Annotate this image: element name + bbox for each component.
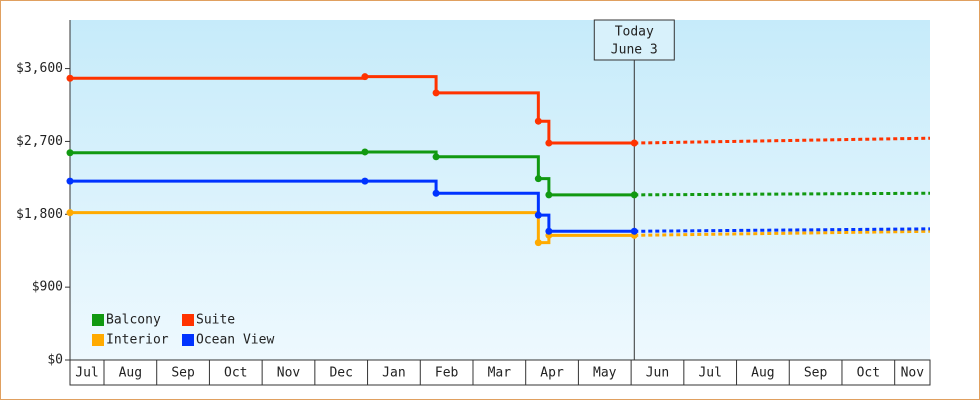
x-tick-label: May: [593, 366, 617, 381]
data-point: [361, 73, 369, 81]
forecast-line: [634, 227, 931, 233]
data-point: [66, 177, 74, 185]
y-tick-label: $2,700: [16, 134, 63, 149]
data-point: [545, 191, 553, 199]
x-tick-label: Apr: [540, 366, 564, 381]
series-line: [70, 211, 635, 245]
x-tick-label: Nov: [277, 366, 301, 381]
data-point: [432, 189, 440, 197]
data-point: [361, 148, 369, 156]
forecast-line: [634, 136, 931, 145]
legend-label: Interior: [106, 333, 169, 348]
series-line: [70, 179, 635, 233]
x-tick-label: Sep: [171, 366, 195, 381]
plot-area: [70, 20, 930, 360]
data-point: [534, 175, 542, 183]
x-tick-label: Jan: [382, 366, 405, 381]
y-tick-label: $3,600: [16, 61, 63, 76]
x-tick-label: Nov: [901, 366, 925, 381]
forecast-line: [634, 191, 931, 197]
x-tick-label: Mar: [488, 366, 512, 381]
legend-swatch: [92, 334, 104, 346]
data-point: [66, 209, 74, 217]
x-tick-label: Sep: [804, 366, 828, 381]
legend-swatch: [92, 314, 104, 326]
data-point: [66, 149, 74, 157]
x-tick-label: Jul: [698, 366, 721, 381]
x-tick-label: Aug: [119, 366, 142, 381]
forecast-line: [634, 229, 931, 237]
data-point: [361, 177, 369, 185]
x-tick-label: Oct: [224, 366, 247, 381]
x-tick-label: Feb: [435, 366, 459, 381]
data-point: [534, 211, 542, 219]
data-point: [534, 117, 542, 125]
legend-label: Ocean View: [196, 333, 274, 348]
legend-swatch: [182, 314, 194, 326]
today-box: [593, 19, 675, 61]
x-tick-label: Jun: [646, 366, 669, 381]
data-point: [432, 153, 440, 161]
x-tick-label: Jul: [75, 366, 98, 381]
data-point: [534, 239, 542, 247]
data-point: [432, 89, 440, 97]
x-tick-label: Dec: [329, 366, 352, 381]
x-tick-label: Oct: [857, 366, 880, 381]
x-axis-strip: [69, 359, 931, 386]
y-tick-label: $0: [47, 353, 63, 368]
today-label: Today: [615, 25, 654, 40]
legend-label: Suite: [196, 313, 235, 328]
legend-swatch: [182, 334, 194, 346]
legend-label: Balcony: [106, 313, 161, 328]
y-tick-label: $1,800: [16, 207, 63, 222]
y-tick-label: $900: [32, 280, 63, 295]
x-tick-label: Aug: [751, 366, 774, 381]
data-point: [66, 74, 74, 82]
data-point: [545, 227, 553, 235]
data-point: [545, 139, 553, 147]
today-label: June 3: [611, 43, 658, 58]
